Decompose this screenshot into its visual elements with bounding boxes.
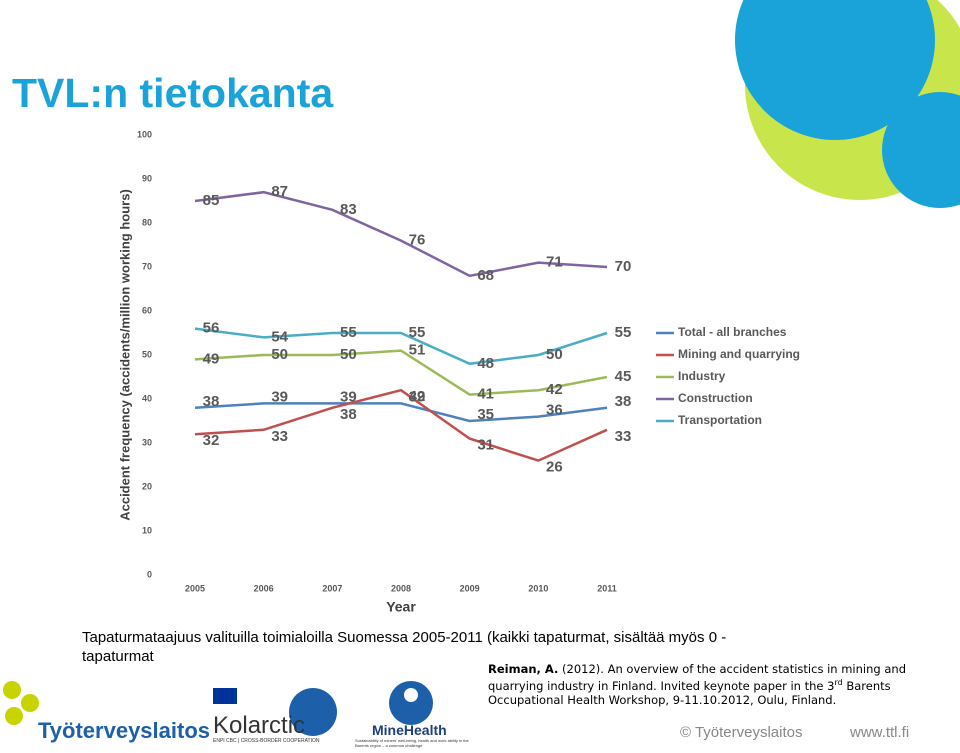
logo-kolarctic: Kolarctic [213, 712, 306, 739]
data-label: 31 [477, 437, 494, 454]
eu-flag [213, 688, 237, 704]
logo-mark [5, 707, 23, 725]
logo-mark [21, 694, 39, 712]
slide-title: TVL:n tietokanta [12, 70, 334, 116]
data-label: 51 [409, 342, 426, 359]
data-label: 49 [203, 350, 220, 367]
data-label: 26 [546, 459, 563, 476]
data-label: 71 [546, 254, 563, 271]
y-tick-label: 50 [142, 349, 152, 359]
y-axis-label: Accident frequency (accidents/million wo… [117, 189, 132, 521]
data-label: 38 [615, 393, 632, 410]
x-tick-label: 2007 [322, 583, 342, 593]
series-line [194, 402, 608, 423]
logo-minehealth: MineHealth [372, 722, 447, 738]
ref-rest: Barents Occupational Health Workshop, 9-… [488, 678, 891, 707]
y-tick-label: 90 [142, 173, 152, 183]
data-label: 50 [271, 346, 288, 363]
data-label: 70 [615, 258, 632, 275]
data-label: 38 [203, 393, 220, 410]
data-label: 50 [546, 346, 563, 363]
logo-minehealth-sub: Sustainability of miners' well-being, he… [355, 738, 469, 748]
data-label: 48 [477, 355, 494, 372]
series-line [194, 349, 608, 396]
y-tick-label: 0 [147, 569, 152, 579]
y-tick-label: 10 [142, 525, 152, 535]
y-tick-label: 20 [142, 481, 152, 491]
minehealth-mark [389, 681, 433, 725]
data-label: 39 [409, 388, 426, 405]
kolarctic-mark [289, 688, 337, 736]
data-label: 56 [203, 320, 220, 337]
series-line [194, 327, 608, 366]
x-tick-label: 2011 [597, 583, 617, 593]
y-tick-label: 40 [142, 393, 152, 403]
ref-author: Reiman, A. [488, 662, 559, 676]
data-label: 68 [477, 267, 494, 284]
footer-copyright: © Työterveyslaitos [680, 724, 803, 741]
y-tick-label: 30 [142, 437, 152, 447]
data-label: 83 [340, 201, 357, 218]
minehealth-mark [404, 688, 418, 702]
data-label: 33 [271, 428, 288, 445]
data-label: 32 [203, 432, 220, 449]
data-label: 55 [340, 324, 357, 341]
data-label: 54 [271, 328, 288, 345]
data-label: 45 [615, 368, 632, 385]
reference: Reiman, A. (2012). An overview of the ac… [488, 662, 928, 707]
legend-label: Industry [678, 369, 726, 383]
data-label: 36 [546, 402, 563, 419]
logo-mark [3, 681, 21, 699]
data-label: 39 [340, 388, 357, 405]
x-axis-label: Year [386, 599, 416, 615]
legend-label: Construction [678, 391, 753, 405]
y-tick-label: 60 [142, 305, 152, 315]
x-tick-label: 2008 [391, 583, 411, 593]
data-label: 33 [615, 428, 632, 445]
footer-url: www.ttl.fi [850, 724, 910, 741]
data-label: 87 [271, 183, 288, 200]
chart: 0 10 20 30 40 50 60 70 80 90 100 2005 2006 2007 2008 20… [117, 129, 800, 615]
legend-label: Total - all branches [678, 325, 787, 339]
decor-circle [882, 92, 960, 208]
ref-text: (2012). An overview of the accident stat… [488, 662, 906, 693]
data-label: 35 [477, 406, 494, 423]
data-label: 55 [615, 324, 632, 341]
decor-circle [735, 0, 935, 140]
logo-ttl: Työterveyslaitos [38, 718, 211, 743]
data-label: 39 [271, 388, 288, 405]
caption: Tapaturmataajuus valituilla toimialoilla… [82, 629, 727, 665]
x-tick-label: 2009 [460, 583, 480, 593]
ref-sup: rd [834, 678, 843, 687]
y-tick-label: 100 [137, 129, 152, 139]
x-tick-label: 2005 [185, 583, 205, 593]
data-label: 42 [409, 388, 426, 405]
logo-kolarctic-sub: ENPI CBC | CROSS-BORDER COOPERATION [213, 738, 320, 744]
legend-label: Mining and quarrying [678, 347, 800, 361]
x-tick-label: 2010 [528, 583, 548, 593]
data-label: 38 [340, 406, 357, 423]
data-label: 76 [409, 232, 426, 249]
y-tick-label: 80 [142, 217, 152, 227]
data-label: 85 [203, 192, 220, 209]
series-line [194, 190, 608, 278]
legend-label: Transportation [678, 413, 762, 427]
series-line [194, 388, 608, 462]
x-tick-label: 2006 [254, 583, 274, 593]
y-tick-label: 70 [142, 261, 152, 271]
data-label: 41 [477, 386, 494, 403]
data-label: 42 [546, 381, 563, 398]
data-label: 55 [409, 324, 426, 341]
data-label: 50 [340, 346, 357, 363]
